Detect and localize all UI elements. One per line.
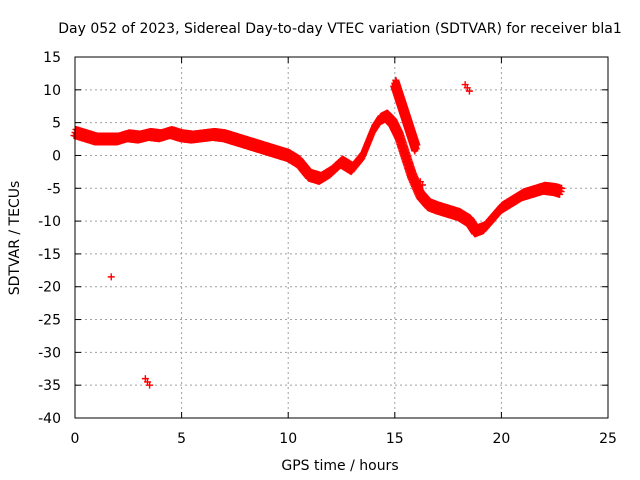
y-tick-label: -20 xyxy=(38,280,61,296)
axis-ticks: 0 5 10 15 20 25 15 10 5 0 -5 -10 -15 -20 -25 -30 -35 -40 xyxy=(38,50,617,447)
y-tick-label: -35 xyxy=(38,378,61,394)
y-tick-label: -10 xyxy=(38,214,61,230)
y-tick-label: 5 xyxy=(52,116,61,132)
x-tick-label: 15 xyxy=(386,431,404,447)
x-tick-label: 25 xyxy=(599,431,617,447)
y-tick-label: -40 xyxy=(38,411,61,427)
x-tick-label: 0 xyxy=(71,431,80,447)
series-spike-15 xyxy=(390,76,421,155)
y-tick-label: 15 xyxy=(43,50,61,66)
data-point xyxy=(419,181,427,189)
x-tick-label: 5 xyxy=(177,431,186,447)
y-tick-label: -30 xyxy=(38,345,61,361)
chart-title: Day 052 of 2023, Sidereal Day-to-day VTE… xyxy=(58,21,621,37)
y-tick-label: -5 xyxy=(47,181,61,197)
data-point xyxy=(146,381,154,389)
y-tick-label: 0 xyxy=(52,148,61,164)
x-tick-label: 20 xyxy=(492,431,510,447)
data-points xyxy=(70,76,566,389)
data-point xyxy=(107,273,115,281)
x-tick-label: 10 xyxy=(279,431,297,447)
series-outliers xyxy=(107,81,473,389)
data-point xyxy=(465,87,473,95)
data-point xyxy=(557,188,565,196)
grid xyxy=(75,57,608,418)
y-axis-label: SDTVAR / TECUs xyxy=(7,181,23,296)
y-tick-label: 10 xyxy=(43,83,61,99)
y-tick-label: -15 xyxy=(38,247,61,263)
y-tick-label: -25 xyxy=(38,313,61,329)
x-axis-label: GPS time / hours xyxy=(281,458,398,474)
series-SDTVAR xyxy=(70,109,566,238)
plot-frame xyxy=(74,56,609,419)
data-point xyxy=(412,145,420,153)
